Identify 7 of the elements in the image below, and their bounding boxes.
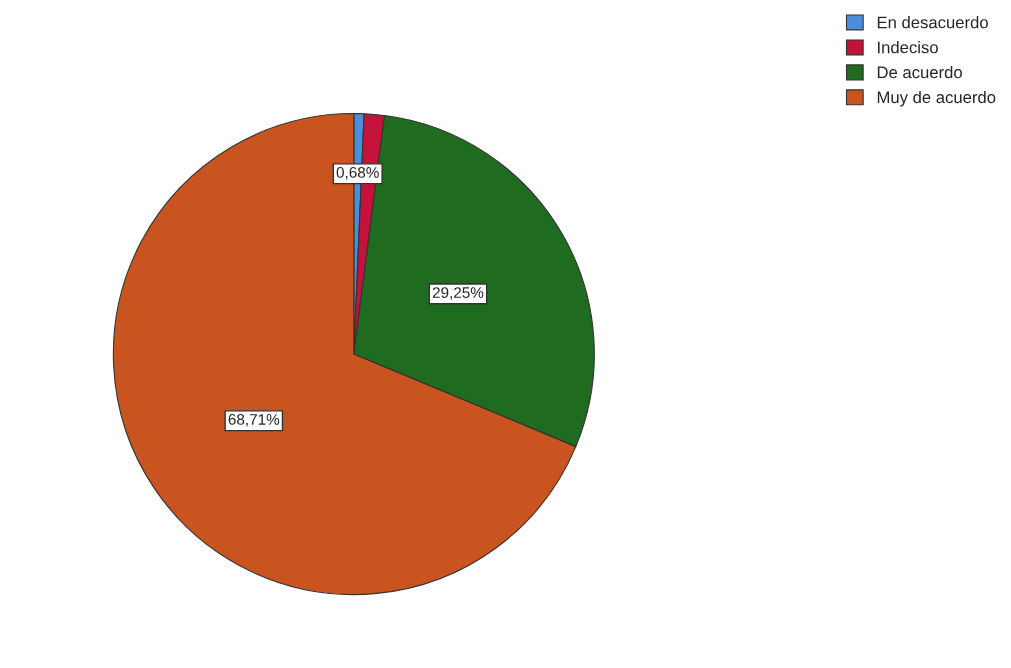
legend-label: En desacuerdo xyxy=(877,16,988,29)
data-label: 0,68% xyxy=(336,167,379,180)
data-label: 68,71% xyxy=(228,414,280,427)
legend-label: Muy de acuerdo xyxy=(877,90,996,107)
data-label: 29,25% xyxy=(432,287,484,300)
legend-label: Indeciso xyxy=(878,41,938,54)
legend-label: De acuerdo xyxy=(877,66,962,79)
